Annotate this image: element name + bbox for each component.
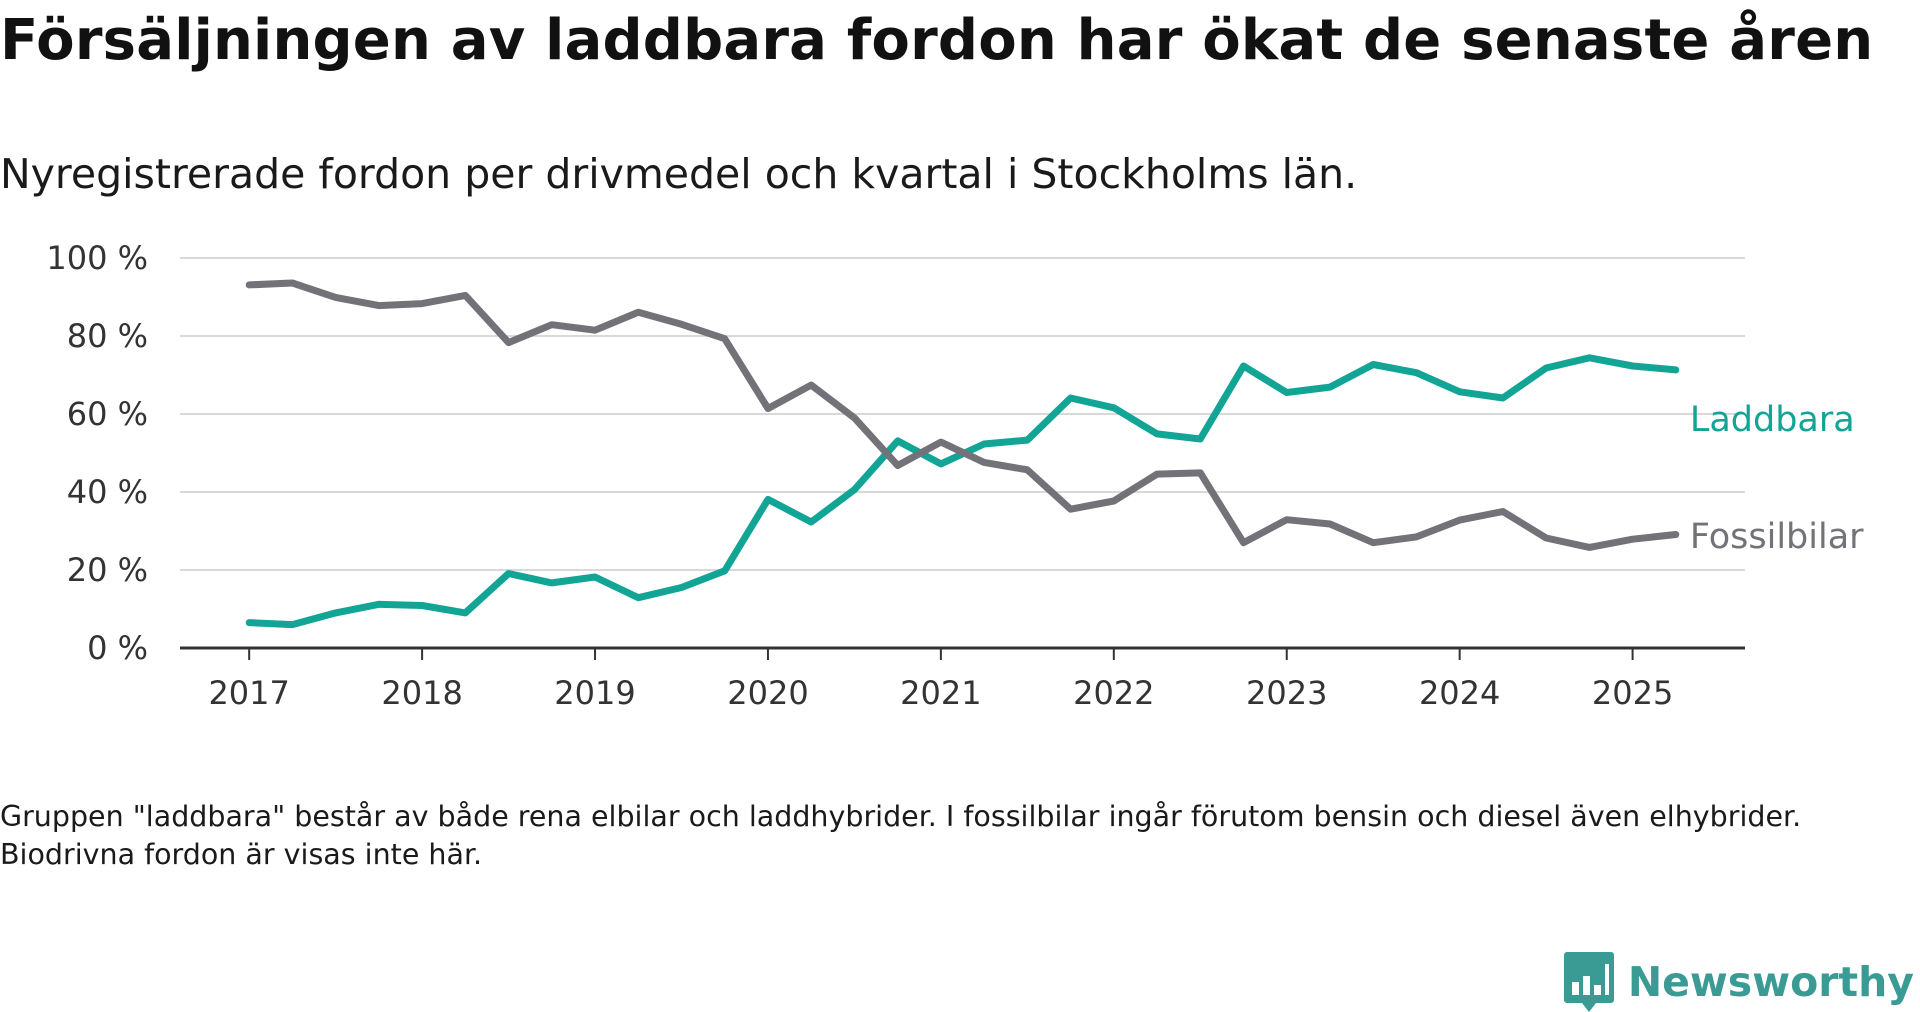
series-lines bbox=[245, 279, 1680, 629]
y-tick-label: 0 % bbox=[87, 629, 148, 667]
x-tick-label: 2018 bbox=[381, 674, 462, 712]
x-tick-label: 2022 bbox=[1073, 674, 1154, 712]
y-tick-label: 60 % bbox=[67, 395, 148, 433]
x-tick-label: 2023 bbox=[1246, 674, 1327, 712]
y-tick-label: 80 % bbox=[67, 317, 148, 355]
series-label-laddbara: Laddbara bbox=[1690, 400, 1855, 440]
y-axis: 0 % 20 % 40 % 60 % 80 % 100 % bbox=[46, 239, 148, 667]
brand-name: Newsworthy bbox=[1627, 958, 1914, 1006]
footnote: Gruppen "laddbara" består av både rena e… bbox=[0, 800, 1802, 871]
gridlines bbox=[180, 257, 1745, 571]
x-tick-label: 2024 bbox=[1419, 674, 1500, 712]
chart-subtitle: Nyregistrerade fordon per drivmedel och … bbox=[0, 150, 1358, 198]
series-labels: Laddbara Fossilbilar bbox=[1690, 400, 1864, 557]
y-tick-label: 20 % bbox=[67, 551, 148, 589]
series-line-fossilbilar bbox=[245, 279, 1680, 551]
y-tick-label: 100 % bbox=[46, 239, 148, 277]
x-axis: 2017 2018 2019 2020 2021 2022 2023 2024 2025 bbox=[180, 646, 1745, 712]
x-tick-label: 2017 bbox=[208, 674, 289, 712]
brand-logo[interactable]: Newsworthy bbox=[1563, 952, 1914, 1012]
x-tick-label: 2025 bbox=[1592, 674, 1673, 712]
newsworthy-logo-icon bbox=[1563, 952, 1614, 1012]
y-tick-label: 40 % bbox=[67, 473, 148, 511]
x-tick-label: 2020 bbox=[727, 674, 808, 712]
x-tick-label: 2019 bbox=[554, 674, 635, 712]
series-label-fossilbilar: Fossilbilar bbox=[1690, 517, 1864, 557]
x-tick-label: 2021 bbox=[900, 674, 981, 712]
chart-title: Försäljningen av laddbara fordon har öka… bbox=[0, 8, 1874, 73]
